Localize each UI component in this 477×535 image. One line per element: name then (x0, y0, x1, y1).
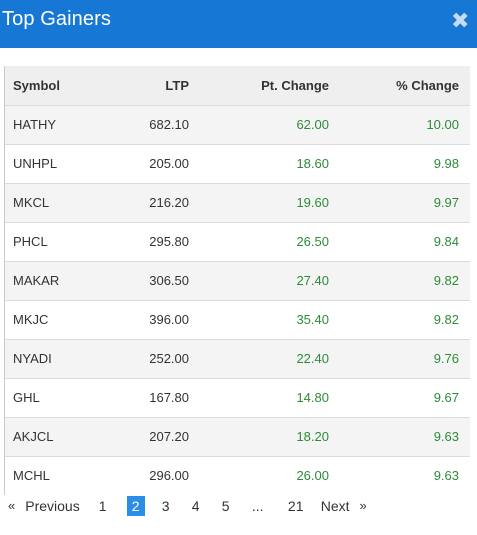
column-header-pt-change[interactable]: Pt. Change (261, 77, 329, 93)
table-row[interactable]: HATHY 682.10 62.00 10.00 (5, 105, 470, 144)
next-page-link[interactable]: Next (320, 498, 350, 514)
cell-pt-change: 26.50 (296, 234, 329, 249)
cell-pt-change: 18.60 (296, 156, 329, 171)
cell-pct-change: 9.97 (433, 195, 459, 210)
table-header-row: Symbol LTP Pt. Change % Change (5, 66, 470, 105)
modal-title: Top Gainers (2, 8, 111, 30)
table-row[interactable]: MAKAR 306.50 27.40 9.82 (5, 261, 470, 300)
cell-pct-change: 9.98 (433, 156, 459, 171)
page-ellipsis: ... (251, 498, 264, 514)
page-link-4[interactable]: 4 (191, 498, 200, 514)
cell-pt-change: 14.80 (296, 390, 329, 405)
cell-ltp: 167.80 (149, 390, 189, 405)
cell-symbol[interactable]: MAKAR (13, 273, 60, 288)
modal-header: Top Gainers ✖ (0, 0, 477, 48)
close-icon[interactable]: ✖ (451, 8, 470, 33)
pagination: « Previous 1 2 3 4 5... 21 Next » (8, 495, 367, 517)
cell-symbol[interactable]: GHL (13, 390, 40, 405)
cell-ltp: 216.20 (149, 195, 189, 210)
cell-pt-change: 26.00 (296, 468, 329, 484)
page-link-1[interactable]: 1 (98, 498, 107, 514)
cell-ltp: 207.20 (149, 429, 189, 444)
cell-pt-change: 62.00 (296, 117, 329, 132)
cell-pct-change: 9.76 (433, 351, 459, 366)
table-row[interactable]: GHL 167.80 14.80 9.67 (5, 378, 470, 417)
cell-pt-change: 35.40 (296, 312, 329, 327)
table-row[interactable]: MCHL 296.00 26.00 9.63 (5, 456, 470, 495)
cell-ltp: 252.00 (149, 351, 189, 366)
cell-pct-change: 9.82 (433, 273, 459, 288)
table-row[interactable]: PHCL 295.80 26.50 9.84 (5, 222, 470, 261)
table-row[interactable]: AKJCL 207.20 18.20 9.63 (5, 417, 470, 456)
cell-pct-change: 9.82 (433, 312, 459, 327)
cell-symbol[interactable]: HATHY (13, 117, 57, 132)
next-arrow-icon[interactable]: » (359, 498, 367, 513)
cell-symbol[interactable]: MKCL (13, 195, 50, 210)
cell-pct-change: 10.00 (426, 117, 459, 132)
column-header-ltp[interactable]: LTP (165, 77, 189, 93)
cell-pt-change: 27.40 (296, 273, 329, 288)
table-row[interactable]: NYADI 252.00 22.40 9.76 (5, 339, 470, 378)
cell-ltp: 682.10 (149, 117, 189, 132)
cell-pct-change: 9.84 (433, 234, 459, 249)
previous-page-link[interactable]: Previous (25, 498, 80, 514)
cell-ltp: 295.80 (149, 234, 189, 249)
table-row[interactable]: MKCL 216.20 19.60 9.97 (5, 183, 470, 222)
table-row[interactable]: MKJC 396.00 35.40 9.82 (5, 300, 470, 339)
cell-pct-change: 9.63 (433, 429, 459, 444)
cell-ltp: 296.00 (149, 468, 189, 484)
cell-ltp: 396.00 (149, 312, 189, 327)
cell-ltp: 306.50 (149, 273, 189, 288)
cell-symbol[interactable]: PHCL (13, 234, 48, 249)
cell-pt-change: 19.60 (296, 195, 329, 210)
column-header-symbol[interactable]: Symbol (13, 77, 60, 93)
table-row[interactable]: UNHPL 205.00 18.60 9.98 (5, 144, 470, 183)
cell-symbol[interactable]: UNHPL (13, 156, 58, 171)
cell-ltp: 205.00 (149, 156, 189, 171)
cell-pct-change: 9.63 (433, 468, 459, 484)
cell-symbol[interactable]: AKJCL (13, 429, 54, 444)
cell-pt-change: 18.20 (296, 429, 329, 444)
cell-pt-change: 22.40 (296, 351, 329, 366)
cell-symbol[interactable]: NYADI (13, 351, 52, 366)
cell-symbol[interactable]: MKJC (13, 312, 49, 327)
cell-symbol[interactable]: MCHL (13, 468, 50, 484)
previous-arrow-icon[interactable]: « (8, 498, 16, 513)
column-header-pct-change[interactable]: % Change (396, 77, 459, 93)
page-link-2[interactable]: 2 (126, 496, 145, 516)
gainers-table-container: Symbol LTP Pt. Change % Change HATHY 682.… (4, 66, 470, 495)
page-link-21[interactable]: 21 (287, 498, 304, 514)
page-link-3[interactable]: 3 (161, 498, 170, 514)
cell-pct-change: 9.67 (433, 390, 459, 405)
gainers-table: Symbol LTP Pt. Change % Change HATHY 682.… (5, 66, 470, 495)
table-body: HATHY 682.10 62.00 10.00 UNHPL 205.00 18.60 9.9… (5, 105, 470, 495)
page-link-5[interactable]: 5 (221, 498, 230, 514)
